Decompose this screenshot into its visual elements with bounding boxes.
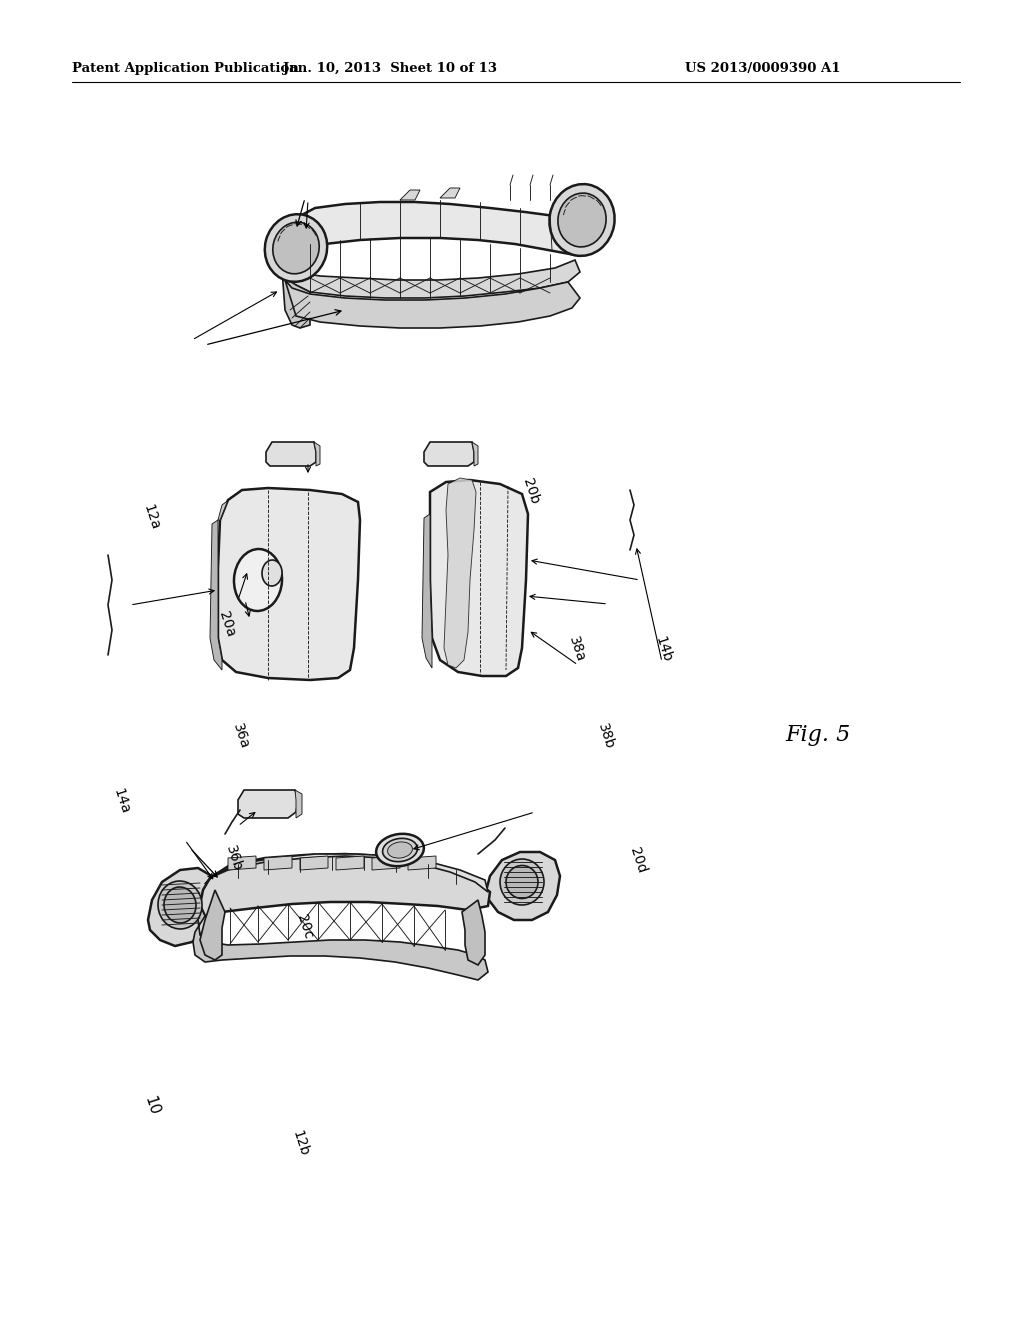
Polygon shape (238, 789, 298, 818)
Polygon shape (148, 869, 215, 946)
Polygon shape (336, 855, 364, 870)
Polygon shape (285, 280, 580, 327)
Polygon shape (422, 513, 432, 668)
Text: Patent Application Publication: Patent Application Publication (72, 62, 299, 75)
Text: 36b: 36b (223, 843, 244, 873)
Ellipse shape (158, 880, 202, 929)
Ellipse shape (233, 549, 282, 611)
Text: 36a: 36a (230, 722, 251, 751)
Ellipse shape (506, 866, 538, 899)
Text: US 2013/0009390 A1: US 2013/0009390 A1 (685, 62, 841, 75)
Polygon shape (218, 490, 242, 520)
Polygon shape (485, 851, 560, 920)
Ellipse shape (500, 859, 544, 906)
Polygon shape (228, 855, 256, 870)
Polygon shape (300, 855, 328, 870)
Text: 20a: 20a (217, 610, 238, 639)
Polygon shape (266, 442, 316, 466)
Ellipse shape (164, 887, 196, 923)
Text: 14b: 14b (653, 635, 674, 664)
Polygon shape (408, 855, 436, 870)
Polygon shape (472, 442, 478, 466)
Text: 14a: 14a (111, 787, 131, 816)
Polygon shape (372, 855, 400, 870)
Polygon shape (314, 442, 319, 466)
Text: 20c: 20c (295, 912, 315, 941)
Text: 38b: 38b (596, 722, 616, 751)
Polygon shape (193, 906, 488, 979)
Ellipse shape (387, 842, 413, 858)
Text: 20b: 20b (520, 477, 541, 506)
Polygon shape (200, 854, 490, 916)
Text: Fig. 5: Fig. 5 (785, 723, 850, 746)
Text: 10: 10 (141, 1094, 162, 1118)
Ellipse shape (262, 560, 282, 586)
Polygon shape (210, 520, 222, 671)
Ellipse shape (550, 183, 614, 256)
Text: 38a: 38a (566, 635, 587, 664)
Polygon shape (282, 257, 310, 327)
Ellipse shape (383, 838, 418, 862)
Polygon shape (200, 890, 225, 960)
Polygon shape (282, 260, 580, 298)
Polygon shape (218, 488, 360, 680)
Polygon shape (444, 478, 476, 668)
Ellipse shape (376, 834, 424, 866)
Text: 12b: 12b (290, 1129, 310, 1158)
Polygon shape (264, 855, 292, 870)
Ellipse shape (265, 214, 328, 281)
Text: Jan. 10, 2013  Sheet 10 of 13: Jan. 10, 2013 Sheet 10 of 13 (283, 62, 497, 75)
Text: 20d: 20d (628, 846, 648, 875)
Polygon shape (424, 442, 474, 466)
Polygon shape (462, 900, 485, 965)
Polygon shape (400, 190, 420, 201)
Ellipse shape (558, 193, 606, 247)
Polygon shape (295, 789, 302, 818)
Polygon shape (430, 480, 528, 676)
Ellipse shape (272, 222, 319, 273)
Polygon shape (440, 187, 460, 198)
Polygon shape (282, 202, 588, 285)
Text: 12a: 12a (141, 503, 162, 532)
Polygon shape (205, 854, 488, 892)
